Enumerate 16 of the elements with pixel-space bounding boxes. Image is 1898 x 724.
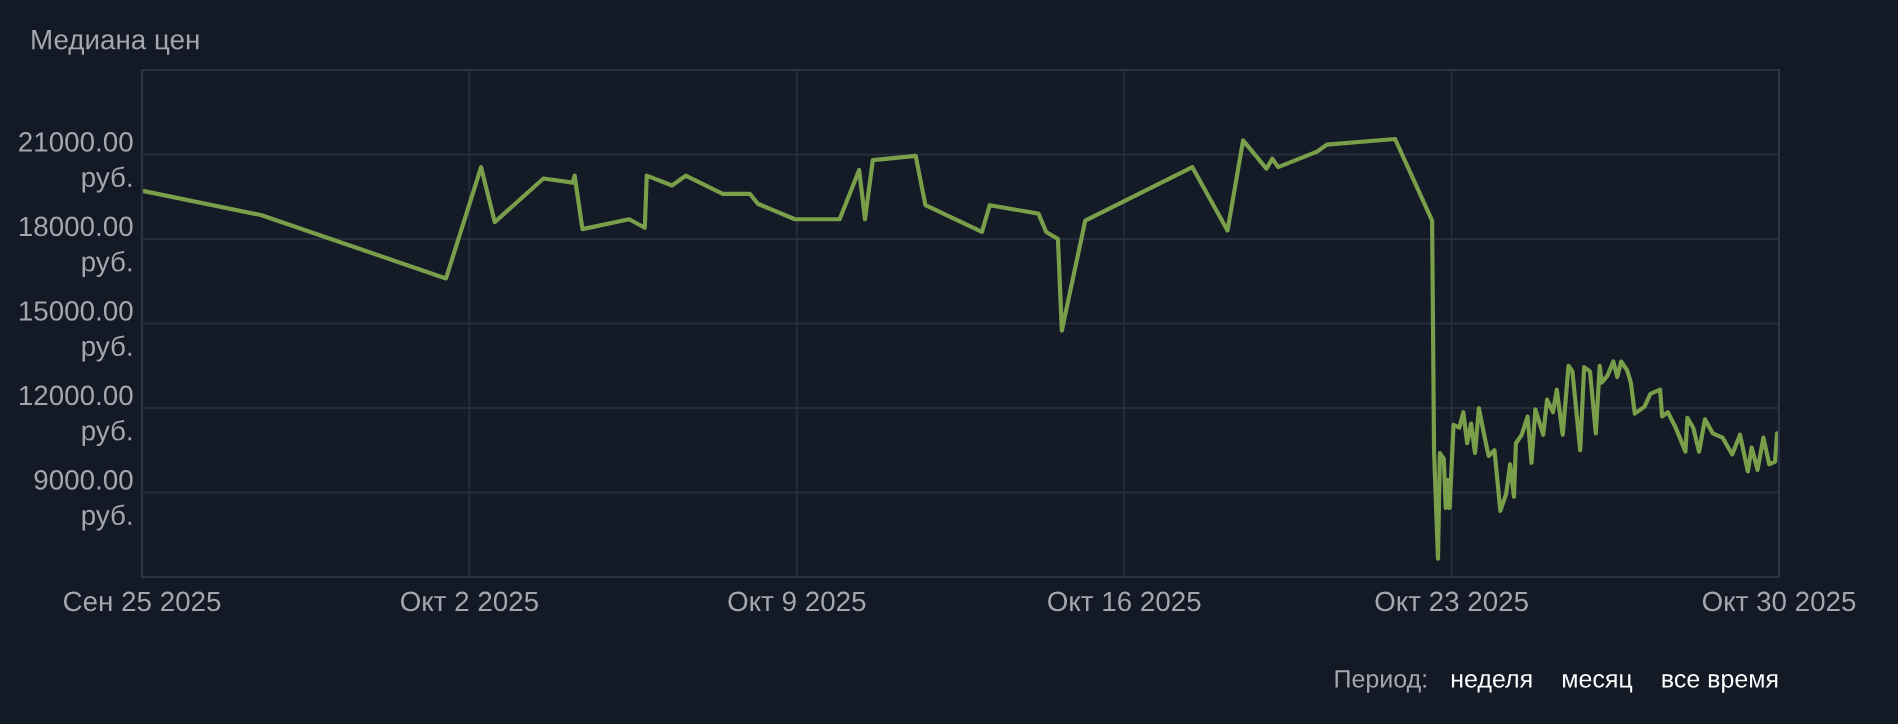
y-tick-label: 12000.00 руб. xyxy=(19,385,133,447)
y-tick-label: 21000.00 руб. xyxy=(19,132,133,193)
x-tick-label: Сен 25 2025 xyxy=(63,591,221,612)
y-tick-label: 9000.00 руб. xyxy=(34,470,133,531)
text: Период: xyxy=(1335,670,1426,693)
text: все время xyxy=(1662,674,1778,693)
chart-title: Медиана цен xyxy=(32,30,199,55)
text: неделя xyxy=(1451,674,1532,693)
y-tick-label: 15000.00 руб. xyxy=(19,301,133,362)
x-tick-label: Окт 23 2025 xyxy=(1375,591,1528,612)
x-tick-label: Окт 9 2025 xyxy=(728,591,866,612)
x-tick-label: Окт 30 2025 xyxy=(1702,591,1856,612)
x-tick-label: Окт 2 2025 xyxy=(400,591,538,612)
y-tick-label: 18000.00 руб. xyxy=(19,216,133,278)
text: месяц xyxy=(1563,674,1633,693)
x-tick-label: Окт 16 2025 xyxy=(1048,591,1201,612)
